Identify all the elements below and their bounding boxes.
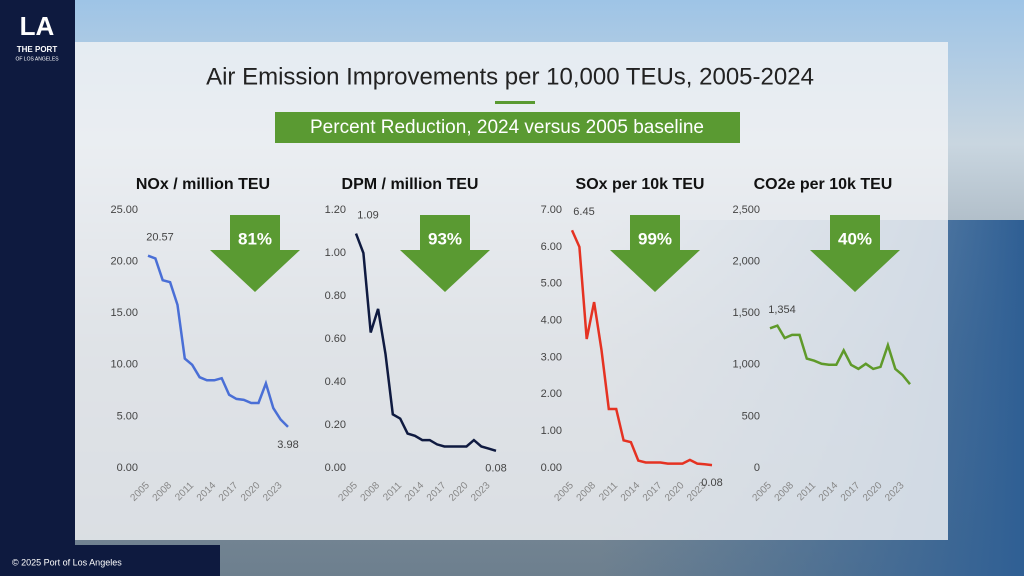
y-tick-label: 2,500: [732, 204, 760, 216]
y-tick-label: 20.00: [110, 256, 138, 268]
data-label: 0.08: [485, 463, 506, 475]
y-tick-label: 1.00: [541, 425, 562, 437]
reduction-label: 93%: [428, 229, 462, 248]
subtitle: Percent Reduction, 2024 versus 2005 base…: [310, 117, 704, 138]
title-rule: [495, 101, 535, 104]
chart-title: DPM / million TEU: [342, 176, 479, 193]
reduction-arrow: [210, 215, 300, 292]
footer-band: [0, 545, 220, 576]
chart-title: NOx / million TEU: [136, 176, 270, 193]
line: [147, 254, 289, 428]
reduction-arrow: [610, 215, 700, 292]
y-tick-label: 7.00: [541, 204, 562, 216]
data-label: 6.45: [573, 206, 594, 218]
line: [570, 229, 713, 467]
y-tick-label: 500: [742, 410, 760, 422]
y-tick-label: 0.00: [541, 462, 562, 474]
y-tick-label: 2,000: [732, 256, 760, 268]
y-tick-label: 3.00: [541, 351, 562, 363]
y-tick-label: 1.00: [325, 247, 346, 259]
footer: © 2025 Port of Los Angeles: [12, 557, 122, 567]
data-label: 3.98: [277, 439, 298, 451]
reduction-label: 81%: [238, 229, 272, 248]
y-tick-label: 1,000: [732, 359, 760, 371]
y-tick-label: 2.00: [541, 388, 562, 400]
y-tick-label: 4.00: [541, 314, 562, 326]
logo-line: THE PORT: [17, 45, 58, 54]
chart-title: SOx per 10k TEU: [576, 176, 705, 193]
y-tick-label: 6.00: [541, 241, 562, 253]
y-tick-label: 15.00: [110, 307, 138, 319]
subtitle-box: [275, 112, 740, 143]
data-label: 1,354: [768, 304, 796, 316]
y-tick-label: 1.20: [325, 204, 346, 216]
y-tick-label: 0.20: [325, 419, 346, 431]
data-label: 1.09: [357, 210, 378, 222]
data-label: 0.08: [701, 477, 722, 489]
line: [354, 233, 497, 452]
logo: LA: [20, 11, 55, 41]
y-tick-label: 5.00: [117, 410, 138, 422]
y-tick-label: 0.00: [325, 462, 346, 474]
y-tick-label: 0.80: [325, 290, 346, 302]
sidebar: [0, 0, 75, 576]
y-tick-label: 1,500: [732, 307, 760, 319]
y-tick-label: 0.00: [117, 462, 138, 474]
line: [769, 324, 911, 385]
reduction-arrow: [810, 215, 900, 292]
reduction-label: 40%: [838, 229, 872, 248]
y-tick-label: 25.00: [110, 204, 138, 216]
y-tick-label: 5.00: [541, 278, 562, 290]
y-tick-label: 0.60: [325, 333, 346, 345]
reduction-arrow: [400, 215, 490, 292]
y-tick-label: 0.40: [325, 376, 346, 388]
chart-title: CO2e per 10k TEU: [754, 176, 893, 193]
logo-line: OF LOS ANGELES: [15, 56, 59, 62]
y-tick-label: 0: [754, 462, 760, 474]
reduction-label: 99%: [638, 229, 672, 248]
data-label: 20.57: [146, 232, 174, 244]
slide-title: Air Emission Improvements per 10,000 TEU…: [206, 63, 814, 90]
y-tick-label: 10.00: [110, 359, 138, 371]
